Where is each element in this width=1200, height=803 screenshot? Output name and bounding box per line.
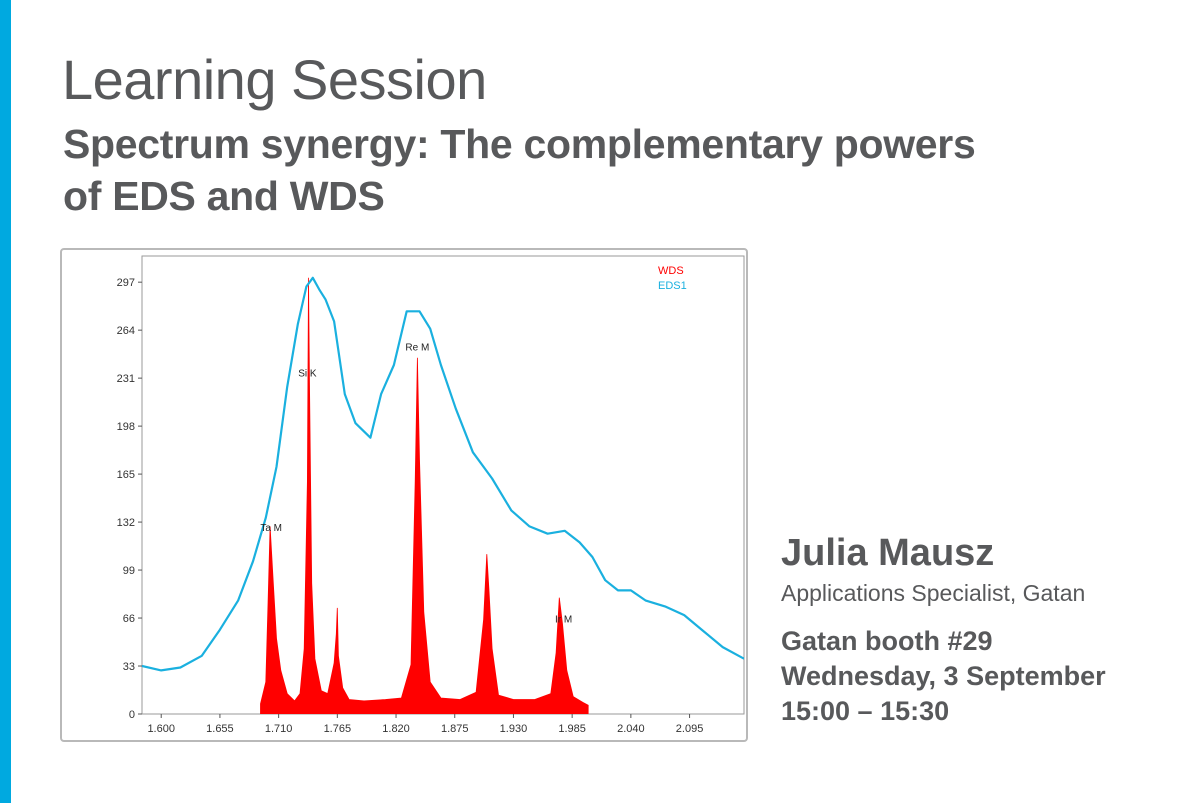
- x-tick-label-2: 1.710: [265, 723, 293, 735]
- y-tick-label-2: 66: [123, 613, 135, 625]
- x-tick-label-3: 1.765: [324, 723, 352, 735]
- x-tick-label-8: 2.040: [617, 723, 645, 735]
- y-tick-label-5: 165: [117, 469, 135, 481]
- peak-label-ir-m: Ir M: [555, 614, 572, 625]
- y-tick-label-4: 132: [117, 517, 135, 529]
- accent-bar: [0, 0, 11, 803]
- event-time: 15:00 – 15:30: [781, 696, 950, 726]
- y-tick-label-0: 0: [129, 709, 135, 721]
- x-tick-label-7: 1.985: [558, 723, 586, 735]
- x-tick-label-4: 1.820: [382, 723, 410, 735]
- x-tick-label-6: 1.930: [500, 723, 528, 735]
- event-details: Gatan booth #29 Wednesday, 3 September 1…: [781, 624, 1191, 729]
- session-title: Spectrum synergy: The complementary powe…: [63, 121, 976, 219]
- spectrum-chart-frame: 0 33 66 99 132 165 198 231 264 297 1.600 1.655 1.710…: [60, 248, 748, 742]
- speaker-role: Applications Specialist, Gatan: [781, 580, 1086, 606]
- x-tick-label-9: 2.095: [676, 723, 704, 735]
- y-tick-label-6: 198: [117, 421, 135, 433]
- legend-item-wds: WDS: [658, 265, 684, 277]
- y-tick-label-3: 99: [123, 565, 135, 577]
- event-date: Wednesday, 3 September: [781, 661, 1106, 691]
- series-eds1-line: [142, 276, 744, 672]
- x-tick-label-0: 1.600: [147, 723, 175, 735]
- peak-label-re-m: Re M: [405, 343, 429, 354]
- spectrum-chart: 0 33 66 99 132 165 198 231 264 297 1.600 1.655 1.710…: [117, 255, 745, 735]
- x-tick-label-5: 1.875: [441, 723, 469, 735]
- legend-item-eds1: EDS1: [658, 280, 687, 292]
- y-tick-label-7: 231: [117, 373, 135, 385]
- y-tick-label-1: 33: [123, 661, 135, 673]
- speaker-name: Julia Mausz: [781, 532, 995, 574]
- y-tick-label-9: 297: [117, 277, 135, 289]
- peak-label-ta-m: Ta M: [260, 523, 282, 534]
- speaker-info: Julia Mausz Applications Specialist, Gat…: [781, 530, 1191, 729]
- y-tick-label-8: 264: [117, 325, 135, 337]
- series-wds-area: [260, 277, 589, 714]
- plot-area: [141, 255, 745, 715]
- peak-label-si-k: Si K: [298, 369, 317, 380]
- session-kicker: Learning Session: [62, 48, 487, 111]
- x-tick-label-1: 1.655: [206, 723, 234, 735]
- event-location: Gatan booth #29: [781, 626, 993, 656]
